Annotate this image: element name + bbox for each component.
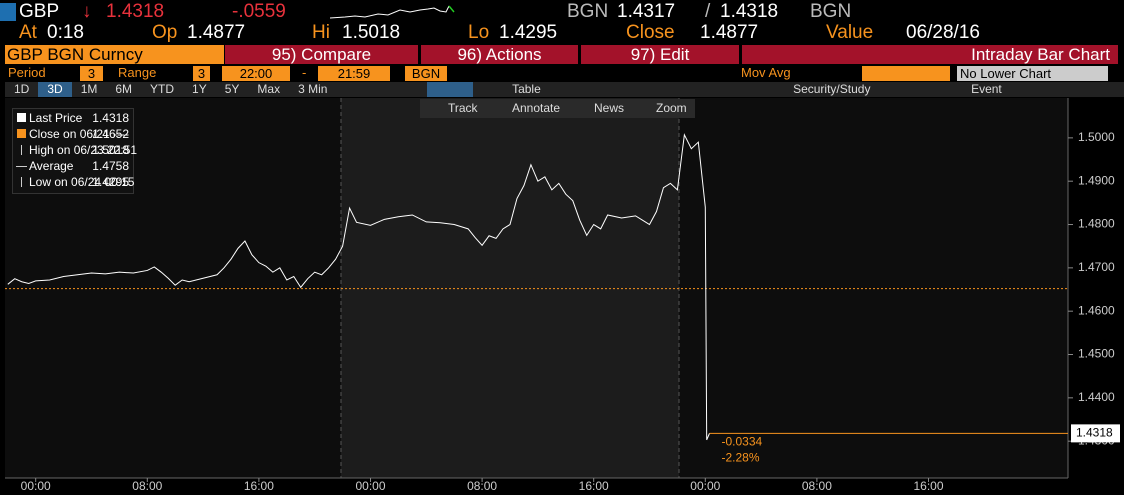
x-tick-label: 00:00 [355, 479, 385, 493]
tool-button[interactable]: Annotate [512, 101, 560, 115]
x-tick-label: 16:00 [913, 479, 943, 493]
last-price-label: 1.4318 [1076, 426, 1113, 440]
range-tab[interactable]: 5Y [224, 82, 240, 96]
legend-value: 1.5018 [92, 143, 129, 157]
interval-select[interactable]: 3 Min [298, 82, 328, 96]
table-button[interactable]: Table [512, 82, 541, 96]
param-field[interactable]: 3 [193, 66, 210, 81]
event-button[interactable]: Event [971, 82, 1002, 96]
range-tab[interactable]: 1M [80, 82, 98, 96]
y-tick-label: 1.4900 [1078, 173, 1115, 187]
ask-source: BGN [810, 1, 852, 22]
param-dash: - [302, 65, 307, 80]
bar-style[interactable] [427, 82, 474, 97]
stat-value: 06/28/16 [906, 22, 980, 43]
param-field[interactable] [862, 66, 950, 81]
range-tab[interactable]: 1D [14, 82, 30, 96]
legend-value: 1.4295 [92, 175, 129, 189]
stat-label: Lo [468, 22, 490, 43]
bid-source: BGN [567, 1, 609, 22]
chart-tools [420, 99, 695, 118]
y-tick-label: 1.4400 [1078, 390, 1115, 404]
security-field[interactable]: GBP BGN Curncy [5, 45, 224, 64]
tool-button[interactable]: News [594, 101, 624, 115]
direction-arrow: ↓ [82, 1, 92, 22]
legend-label: Last Price [29, 111, 83, 125]
range-tab[interactable]: 6M [115, 82, 133, 96]
x-tick-label: 08:00 [802, 479, 832, 493]
stat-value: 0:18 [47, 22, 84, 43]
param-label: Period [8, 65, 46, 80]
y-tick-label: 1.4700 [1078, 260, 1115, 274]
stat-label: Value [826, 22, 874, 43]
param-field[interactable]: 3 [80, 66, 103, 81]
range-tab[interactable]: 3D [38, 82, 72, 97]
legend-value: 1.4758 [92, 159, 129, 173]
stat-value: 1.4877 [187, 22, 246, 43]
range-tab[interactable]: Max [257, 82, 281, 96]
stat-label: Hi [312, 22, 330, 43]
tool-button[interactable]: Track [448, 101, 479, 115]
x-tick-label: 08:00 [467, 479, 497, 493]
param-field[interactable]: 22:00 [222, 66, 290, 81]
menu-button[interactable]: 97) Edit [581, 45, 739, 64]
stat-label: Close [626, 22, 675, 43]
change-annotation: -0.0334 [721, 435, 762, 449]
x-tick-label: 16:00 [244, 479, 274, 493]
net-change: -.0559 [232, 1, 286, 22]
tool-button[interactable]: Zoom [656, 101, 687, 115]
stat-label: At [19, 22, 37, 43]
tab-bar: 1D 3D 1M 6M YTD 1Y 5Y Max 3 Min Table Se… [5, 82, 1124, 97]
y-tick-label: 1.4500 [1078, 347, 1115, 361]
last-price-box [1071, 424, 1120, 443]
menu-button[interactable]: 95) Compare [225, 45, 418, 64]
lower-chart-select[interactable]: No Lower Chart [957, 66, 1108, 81]
x-tick-label: 16:00 [579, 479, 609, 493]
ask: 1.4318 [720, 1, 779, 22]
legend-swatch [17, 129, 26, 138]
menu-button[interactable]: 96) Actions [421, 45, 578, 64]
x-tick-label: 00:00 [690, 479, 720, 493]
legend-value: 1.4652 [92, 127, 129, 141]
legend-swatch [21, 177, 22, 187]
stat-value: 1.5018 [342, 22, 401, 43]
param-field[interactable]: BGN [405, 66, 447, 81]
y-tick-label: 1.4600 [1078, 303, 1115, 317]
bid: 1.4317 [617, 1, 676, 22]
y-tick-label: 1.5000 [1078, 130, 1115, 144]
x-tick-label: 00:00 [21, 479, 51, 493]
legend-label: High on 06/23 22:51 [29, 143, 138, 157]
legend-value: 1.4318 [92, 111, 129, 125]
price-line [7, 133, 710, 441]
legend-label: Low on 06/24 00:15 [29, 175, 135, 189]
ticker: GBP [19, 1, 60, 22]
sparkline [330, 5, 455, 19]
ticker-flag [0, 3, 16, 21]
function-title: Intraday Bar Chart [742, 45, 1118, 64]
param-label: Mov Avg [741, 65, 791, 80]
legend-label: Close on 06/21 ---- [29, 127, 130, 141]
study-button[interactable]: Security/Study [793, 82, 871, 96]
x-tick-label: 08:00 [132, 479, 162, 493]
legend-swatch [21, 145, 22, 155]
param-field[interactable]: 21:59 [318, 66, 390, 81]
y-tick-label: 1.4800 [1078, 217, 1115, 231]
change-annotation: -2.28% [721, 451, 759, 465]
legend: Last Price 1.4318 Close on 06/21 ---- 1.46… [12, 108, 138, 194]
stat-value: 1.4877 [700, 22, 759, 43]
range-tab[interactable]: 1Y [192, 82, 207, 96]
range-tab[interactable]: YTD [150, 82, 175, 96]
session-shade [341, 98, 679, 478]
last-price: 1.4318 [106, 1, 165, 22]
separator: / [705, 1, 711, 22]
stat-label: Op [152, 22, 178, 43]
legend-label: Average [29, 159, 74, 173]
stat-value: 1.4295 [499, 22, 558, 43]
legend-swatch [16, 166, 27, 167]
param-label: Range [118, 65, 157, 80]
legend-swatch [17, 113, 26, 122]
